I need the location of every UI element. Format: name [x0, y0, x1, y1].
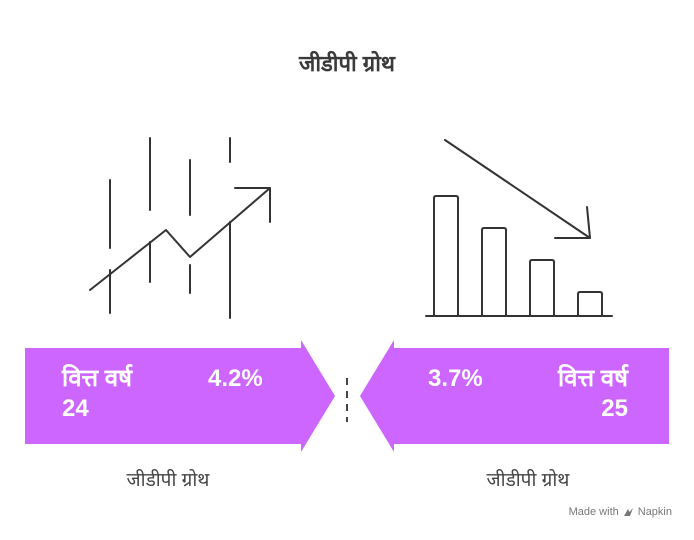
right-year-banner	[360, 340, 669, 452]
left-caption: जीडीपी ग्रोथ	[126, 470, 210, 491]
left-year-label-line1: वित्त वर्ष	[62, 365, 133, 392]
napkin-logo-icon	[623, 507, 633, 516]
napkin-brand-text: Napkin	[637, 506, 672, 518]
declining-bar-chart-icon	[425, 139, 613, 317]
right-growth-value: 3.7%	[428, 365, 483, 392]
left-year-banner	[25, 340, 335, 452]
left-year-label: वित्त वर्ष 24	[62, 364, 132, 424]
made-with-text: Made with	[568, 506, 619, 518]
rising-trend-line-icon	[89, 137, 271, 319]
made-with-credit: Made with Napkin	[569, 506, 672, 518]
left-year-label-line2: 24	[62, 395, 89, 422]
left-growth-value: 4.2%	[208, 365, 263, 392]
center-divider	[346, 378, 348, 422]
right-caption: जीडीपी ग्रोथ	[486, 470, 570, 491]
page-title: जीडीपी ग्रोथ	[299, 51, 395, 76]
right-year-label-line1: वित्त वर्ष	[557, 365, 628, 392]
right-year-label: वित्त वर्ष 25	[530, 364, 628, 424]
right-year-label-line2: 25	[601, 395, 628, 422]
